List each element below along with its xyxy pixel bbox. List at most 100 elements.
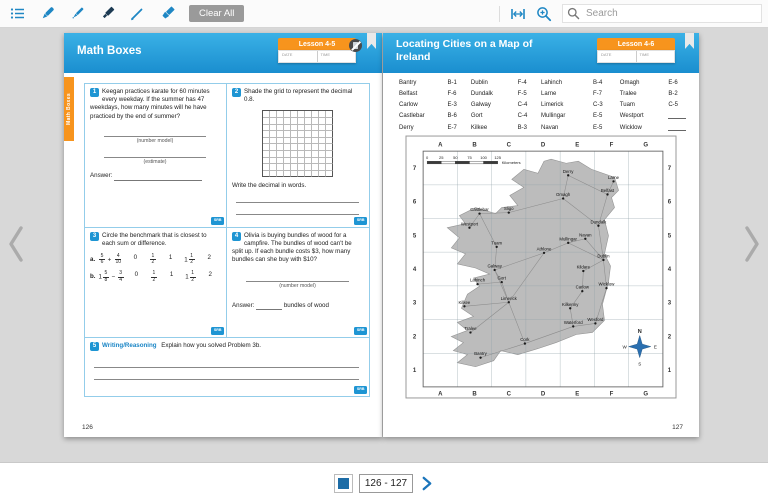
- svg-text:Kilometers: Kilometers: [502, 160, 521, 165]
- city-coordinate: F-5: [517, 90, 527, 97]
- pen-tool-button[interactable]: [69, 5, 86, 22]
- crayon-tool-button[interactable]: [39, 5, 56, 22]
- chevron-right-icon: [745, 226, 759, 262]
- city-name: Tralee: [619, 90, 637, 97]
- srb-badge: SRB: [354, 216, 367, 225]
- page-title: Locating Cities on a Map of Ireland: [396, 38, 533, 64]
- svg-text:Athlone: Athlone: [537, 246, 552, 251]
- marker-icon: [102, 6, 115, 19]
- next-pages-button[interactable]: [740, 223, 764, 265]
- search-input[interactable]: [584, 7, 757, 20]
- svg-text:Derry: Derry: [563, 169, 574, 174]
- search-box: [562, 4, 762, 23]
- svg-text:Galway: Galway: [487, 264, 502, 269]
- page-number: 127: [672, 424, 683, 431]
- svg-text:Castlebar: Castlebar: [470, 207, 489, 212]
- previous-pages-button[interactable]: [4, 223, 28, 265]
- city-name: Limerick: [541, 101, 564, 108]
- srb-badge: SRB: [211, 326, 224, 335]
- problem-text: Explain how you solved Problem 3b.: [161, 341, 262, 349]
- city-name: Dublin: [470, 80, 488, 86]
- city-coordinate: E-3: [447, 101, 457, 108]
- svg-text:Kilkenny: Kilkenny: [562, 302, 579, 307]
- problem-number: 3: [90, 231, 99, 241]
- city-coordinate: E-7: [447, 125, 457, 132]
- clear-all-button[interactable]: Clear All: [189, 5, 245, 22]
- svg-text:1: 1: [413, 368, 417, 374]
- svg-text:1: 1: [668, 368, 672, 374]
- marker-tool-button[interactable]: [99, 5, 116, 22]
- problem-2: 2 Shade the grid to represent the decima…: [227, 84, 369, 228]
- page-thumbnail-button[interactable]: [333, 473, 353, 493]
- svg-text:D: D: [541, 391, 546, 397]
- fit-width-button[interactable]: [510, 6, 526, 22]
- date-label: DATE: [279, 51, 318, 62]
- benchmark-option: 1: [168, 253, 173, 261]
- highlighter-tool-button[interactable]: [159, 5, 176, 22]
- srb-badge: SRB: [211, 216, 224, 225]
- city-coordinate: F-6: [447, 90, 457, 97]
- svg-text:5: 5: [413, 233, 417, 239]
- svg-text:C: C: [507, 143, 512, 149]
- fit-width-icon: [511, 8, 525, 19]
- caption: (estimate): [143, 158, 167, 165]
- zoom-in-button[interactable]: [536, 6, 552, 22]
- answer-label: Answer:: [90, 172, 113, 180]
- svg-text:G: G: [643, 391, 648, 397]
- list-tool-button[interactable]: [10, 6, 26, 21]
- city-coordinate: C-4: [517, 101, 528, 108]
- problem-text: Keegan practices karate for 60 minutes e…: [90, 88, 210, 120]
- bookmark-ribbon-icon[interactable]: [685, 33, 694, 49]
- next-page-button[interactable]: [419, 476, 434, 491]
- view-tools: [499, 4, 762, 23]
- svg-text:W: W: [622, 345, 627, 350]
- svg-text:Belfast: Belfast: [601, 188, 615, 193]
- city-name: Bantry: [399, 80, 417, 86]
- page-title: Math Boxes: [77, 45, 142, 57]
- city-name: Westport: [619, 113, 644, 120]
- svg-text:A: A: [438, 143, 443, 149]
- svg-text:0: 0: [426, 155, 429, 160]
- problem-text: Shade the grid to represent the decimal …: [244, 88, 353, 104]
- svg-text:Wexford: Wexford: [587, 317, 604, 322]
- answer-suffix: bundles of wood: [283, 302, 329, 310]
- search-icon: [567, 7, 580, 20]
- svg-text:3: 3: [668, 301, 672, 307]
- pencil-tool-button[interactable]: [129, 5, 146, 22]
- bookmark-ribbon-icon[interactable]: [367, 33, 376, 49]
- city-name: Larne: [541, 90, 557, 97]
- benchmark-option: 2: [207, 253, 211, 261]
- benchmark-option: 0: [134, 271, 139, 279]
- caption: (number model): [136, 137, 174, 144]
- svg-text:6: 6: [413, 200, 417, 206]
- answer-line: [246, 270, 349, 283]
- left-page-header: Math Boxes Lesson 4-5 DATE TIME: [64, 33, 382, 73]
- ireland-map-container: Derry Larne Belfast Omagh Sligo Castlebar West…: [405, 135, 677, 404]
- lesson-tag: Lesson 4-5 DATE TIME: [278, 38, 356, 63]
- page-spread: Math Boxes Lesson 4-5 DATE TIME Math Box…: [64, 33, 699, 437]
- decimal-grid: [262, 110, 333, 178]
- problem-3: 3 Circle the benchmark that is closest t…: [85, 227, 227, 338]
- city-coordinate: B-2: [668, 90, 678, 97]
- svg-text:Kildare: Kildare: [577, 265, 591, 270]
- page-range-display: 126 - 127: [358, 473, 414, 493]
- lesson-tag: Lesson 4-6 DATE TIME: [597, 38, 675, 63]
- answer-label: Answer:: [232, 302, 255, 310]
- svg-text:50: 50: [453, 155, 458, 160]
- city-name: Dundalk: [470, 90, 493, 97]
- svg-text:Bantry: Bantry: [474, 351, 487, 356]
- svg-text:125: 125: [494, 155, 501, 160]
- svg-text:S: S: [638, 362, 641, 367]
- right-page: Locating Cities on a Map of Ireland Less…: [383, 33, 699, 437]
- svg-text:B: B: [472, 143, 477, 149]
- problem-number: 2: [232, 88, 241, 97]
- problem-text: Write the decimal in words.: [232, 182, 307, 190]
- answer-line: [94, 368, 359, 380]
- problem-4: 4 Olivia is buying bundles of wood for a…: [227, 228, 369, 338]
